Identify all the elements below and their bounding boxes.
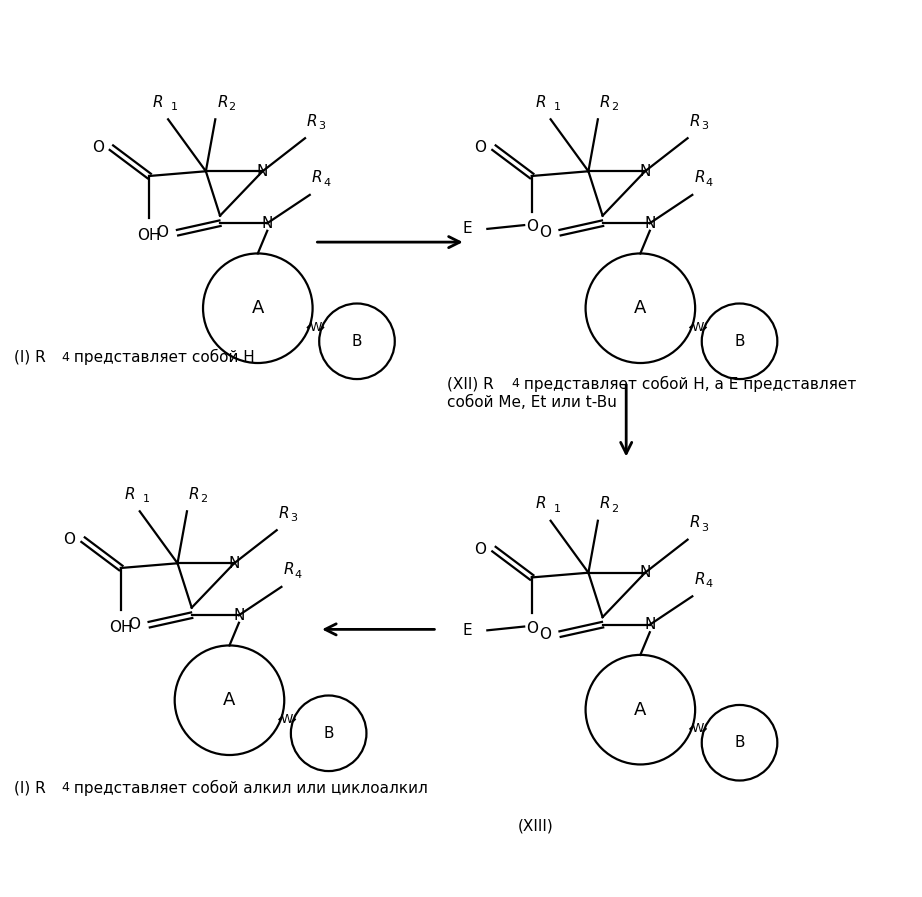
Text: O: O <box>526 621 538 636</box>
Text: (XII) R: (XII) R <box>447 377 493 391</box>
Text: E: E <box>463 623 472 638</box>
Text: R: R <box>694 572 704 587</box>
Text: A: A <box>252 300 264 318</box>
Text: 4: 4 <box>705 579 713 589</box>
Text: представляет собой алкил или циклоалкил: представляет собой алкил или циклоалкил <box>69 780 428 797</box>
Text: 4: 4 <box>62 781 69 795</box>
Text: B: B <box>734 334 745 349</box>
Text: N: N <box>644 215 656 231</box>
Text: 4: 4 <box>295 570 301 579</box>
Text: 1: 1 <box>171 102 178 112</box>
Text: (XIII): (XIII) <box>517 818 553 833</box>
Text: W: W <box>692 321 704 334</box>
Text: 4: 4 <box>62 351 69 364</box>
Text: R: R <box>690 114 700 129</box>
Text: O: O <box>475 542 487 557</box>
Text: A: A <box>634 300 646 318</box>
Text: представляет собой H: представляет собой H <box>69 349 254 365</box>
Text: N: N <box>644 617 656 632</box>
Text: 1: 1 <box>553 102 561 112</box>
Text: A: A <box>223 692 236 710</box>
Text: собой Me, Et или t-Bu: собой Me, Et или t-Bu <box>447 395 617 410</box>
Text: B: B <box>351 334 362 349</box>
Text: OH: OH <box>109 620 133 635</box>
Text: 1: 1 <box>553 504 561 514</box>
Text: O: O <box>64 532 76 547</box>
Text: R: R <box>153 95 163 109</box>
Text: 3: 3 <box>701 121 708 131</box>
Text: 2: 2 <box>200 494 207 504</box>
Text: O: O <box>128 617 140 632</box>
Text: O: O <box>92 140 104 155</box>
Text: (I) R: (I) R <box>14 350 46 365</box>
Text: N: N <box>229 556 240 570</box>
Text: O: O <box>538 225 550 240</box>
Text: R: R <box>694 170 704 186</box>
Text: R: R <box>536 95 546 109</box>
Text: N: N <box>262 215 273 231</box>
Text: R: R <box>124 487 135 501</box>
Text: 3: 3 <box>701 523 708 533</box>
Text: N: N <box>639 164 651 179</box>
Text: E: E <box>463 222 472 237</box>
Text: W: W <box>281 713 293 726</box>
Text: 4: 4 <box>705 178 713 187</box>
Text: R: R <box>278 506 290 521</box>
Text: 3: 3 <box>318 121 325 131</box>
Text: R: R <box>283 562 294 578</box>
Text: N: N <box>233 607 244 623</box>
Text: R: R <box>536 496 546 511</box>
Text: R: R <box>218 95 228 109</box>
Text: 4: 4 <box>323 178 330 187</box>
Text: 1: 1 <box>143 494 149 504</box>
Text: R: R <box>307 114 317 129</box>
Text: B: B <box>324 726 334 741</box>
Text: R: R <box>312 170 323 186</box>
Text: представляет собой H, а E представляет: представляет собой H, а E представляет <box>518 376 856 392</box>
Text: N: N <box>639 565 651 580</box>
Text: 2: 2 <box>229 102 236 112</box>
Text: B: B <box>734 736 745 750</box>
Text: R: R <box>189 487 199 501</box>
Text: R: R <box>690 515 700 530</box>
Text: W: W <box>309 321 322 334</box>
Text: R: R <box>599 95 610 109</box>
Text: OH: OH <box>137 228 161 243</box>
Text: 4: 4 <box>511 377 519 390</box>
Text: O: O <box>156 225 168 240</box>
Text: 3: 3 <box>290 513 297 523</box>
Text: 2: 2 <box>611 102 619 112</box>
Text: (I) R: (I) R <box>14 780 46 796</box>
Text: O: O <box>475 140 487 155</box>
Text: O: O <box>538 627 550 641</box>
Text: 2: 2 <box>611 504 619 514</box>
Text: O: O <box>526 220 538 234</box>
Text: W: W <box>692 722 704 736</box>
Text: R: R <box>599 496 610 511</box>
Text: A: A <box>634 701 646 718</box>
Text: N: N <box>257 164 268 179</box>
